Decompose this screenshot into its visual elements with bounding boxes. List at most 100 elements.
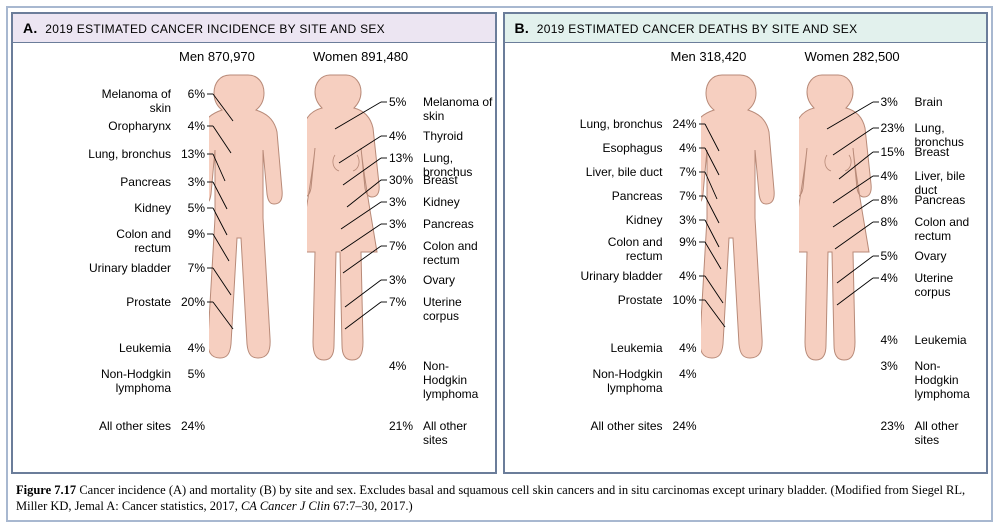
entry-label: Pancreas: [915, 193, 966, 207]
panel-b-title: B. 2019 ESTIMATED CANCER DEATHS BY SITE …: [505, 14, 987, 43]
men-entry: Colon and rectum9%: [19, 227, 205, 255]
men-entry: Kidney3%: [511, 213, 697, 227]
men-entry: Colon and rectum9%: [511, 235, 697, 263]
entry-label: Breast: [423, 173, 458, 187]
entry-pct: 5%: [177, 201, 205, 215]
entry-pct: 4%: [177, 119, 205, 133]
women-entry: 5%Ovary: [881, 249, 985, 263]
men-entry: All other sites 24%: [19, 419, 205, 433]
entry-pct: 7%: [669, 165, 697, 179]
women-entry: 8%Colon and rectum: [881, 215, 985, 243]
women-entry: 3% Pancreas: [389, 217, 493, 231]
women-entry: 3%Kidney: [389, 195, 493, 209]
men-entry: Urinary bladder4%: [511, 269, 697, 283]
entry-label: All other sites: [423, 419, 493, 447]
entry-label: Thyroid: [423, 129, 463, 143]
entry-label: Colon and rectum: [915, 215, 985, 243]
women-entry: 8% Pancreas: [881, 193, 985, 207]
entry-label: Prostate: [126, 295, 171, 309]
panel-b-letter: B.: [515, 20, 530, 36]
entry-pct: 24%: [669, 117, 697, 131]
entry-pct: 9%: [669, 235, 697, 249]
entry-pct: 5%: [881, 249, 909, 263]
entry-pct: 4%: [669, 367, 697, 381]
entry-pct: 3%: [389, 217, 417, 231]
panel-a-title: A. 2019 ESTIMATED CANCER INCIDENCE BY SI…: [13, 14, 495, 43]
women-entry: 15% Breast: [881, 145, 985, 159]
women-entry: 5% Melanoma of skin: [389, 95, 493, 123]
female-silhouette-icon: [307, 73, 385, 463]
men-entry: Kidney 5%: [19, 201, 205, 215]
entry-pct: 13%: [177, 147, 205, 161]
men-entry: Prostate20%: [19, 295, 205, 309]
entry-label: Pancreas: [120, 175, 171, 189]
panel-b: B. 2019 ESTIMATED CANCER DEATHS BY SITE …: [503, 12, 989, 474]
entry-pct: 15%: [881, 145, 909, 159]
entry-pct: 7%: [389, 239, 417, 253]
figure: A. 2019 ESTIMATED CANCER INCIDENCE BY SI…: [6, 6, 993, 522]
entry-pct: 4%: [881, 333, 909, 347]
entry-pct: 5%: [389, 95, 417, 109]
entry-label: Non-Hodgkin lymphoma: [577, 367, 663, 395]
entry-pct: 7%: [669, 189, 697, 203]
entry-label: Non-Hodgkin lymphoma: [915, 359, 985, 401]
men-entry: Oropharynx4%: [19, 119, 205, 133]
panel-a-title-text: 2019 ESTIMATED CANCER INCIDENCE BY SITE …: [45, 22, 385, 36]
men-entry: Leukemia 4%: [511, 341, 697, 355]
panel-b-title-text: 2019 ESTIMATED CANCER DEATHS BY SITE AND…: [537, 22, 858, 36]
men-entry: Esophagus4%: [511, 141, 697, 155]
entry-label: Leukemia: [119, 341, 171, 355]
entry-label: Melanoma of skin: [423, 95, 493, 123]
men-entry: Urinary bladder7%: [19, 261, 205, 275]
entry-pct: 4%: [881, 271, 909, 285]
men-entry: Lung, bronchus13%: [19, 147, 205, 161]
entry-pct: 24%: [177, 419, 205, 433]
entry-pct: 4%: [669, 341, 697, 355]
panel-b-body: Men 318,420 Women 282,500 Lung, bronchus 2…: [505, 43, 987, 474]
entry-label: Leukemia: [610, 341, 662, 355]
women-entry: 3%Brain: [881, 95, 985, 109]
women-entry: 30%Breast: [389, 173, 493, 187]
men-header: Men 870,970: [179, 49, 255, 64]
entry-label: Pancreas: [423, 217, 474, 231]
entry-label: All other sites: [99, 419, 171, 433]
entry-label: Pancreas: [612, 189, 663, 203]
entry-pct: 3%: [389, 273, 417, 287]
entry-pct: 4%: [177, 341, 205, 355]
caption-italic: CA Cancer J Clin: [241, 499, 330, 513]
entry-pct: 3%: [389, 195, 417, 209]
entry-pct: 7%: [389, 295, 417, 309]
entry-label: Urinary bladder: [85, 261, 171, 275]
figure-number: Figure 7.17: [16, 483, 76, 497]
men-entry: Liver, bile duct 7%: [511, 165, 697, 179]
women-header: Women 282,500: [805, 49, 900, 64]
entry-label: Lung, bronchus: [580, 117, 663, 131]
men-header: Men 318,420: [671, 49, 747, 64]
panel-a-letter: A.: [23, 20, 38, 36]
caption-part1: Cancer incidence (A) and mortality (B) b…: [16, 483, 965, 513]
figure-caption: Figure 7.17 Cancer incidence (A) and mor…: [8, 478, 991, 520]
entry-label: Non-Hodgkin lymphoma: [85, 367, 171, 395]
men-entry: Prostate10%: [511, 293, 697, 307]
entry-label: All other sites: [590, 419, 662, 433]
women-entry: 4% Uterine corpus: [881, 271, 985, 299]
entry-label: Uterine corpus: [423, 295, 493, 323]
entry-pct: 4%: [881, 169, 909, 183]
entry-label: Uterine corpus: [915, 271, 985, 299]
entry-pct: 4%: [389, 359, 417, 373]
entry-pct: 10%: [669, 293, 697, 307]
entry-pct: 3%: [669, 213, 697, 227]
entry-label: Kidney: [134, 201, 171, 215]
entry-label: Liver, bile duct: [586, 165, 663, 179]
men-entry: Lung, bronchus 24%: [511, 117, 697, 131]
entry-pct: 8%: [881, 193, 909, 207]
women-entry: 7% Uterine corpus: [389, 295, 493, 323]
men-entry: Leukemia 4%: [19, 341, 205, 355]
entry-pct: 6%: [177, 87, 205, 101]
men-entry: Non-Hodgkin lymphoma 4%: [511, 367, 697, 395]
entry-label: Ovary: [423, 273, 455, 287]
caption-part2: 67:7–30, 2017.): [330, 499, 413, 513]
women-entry: 3% Ovary: [389, 273, 493, 287]
entry-label: Breast: [915, 145, 950, 159]
entry-pct: 3%: [881, 95, 909, 109]
